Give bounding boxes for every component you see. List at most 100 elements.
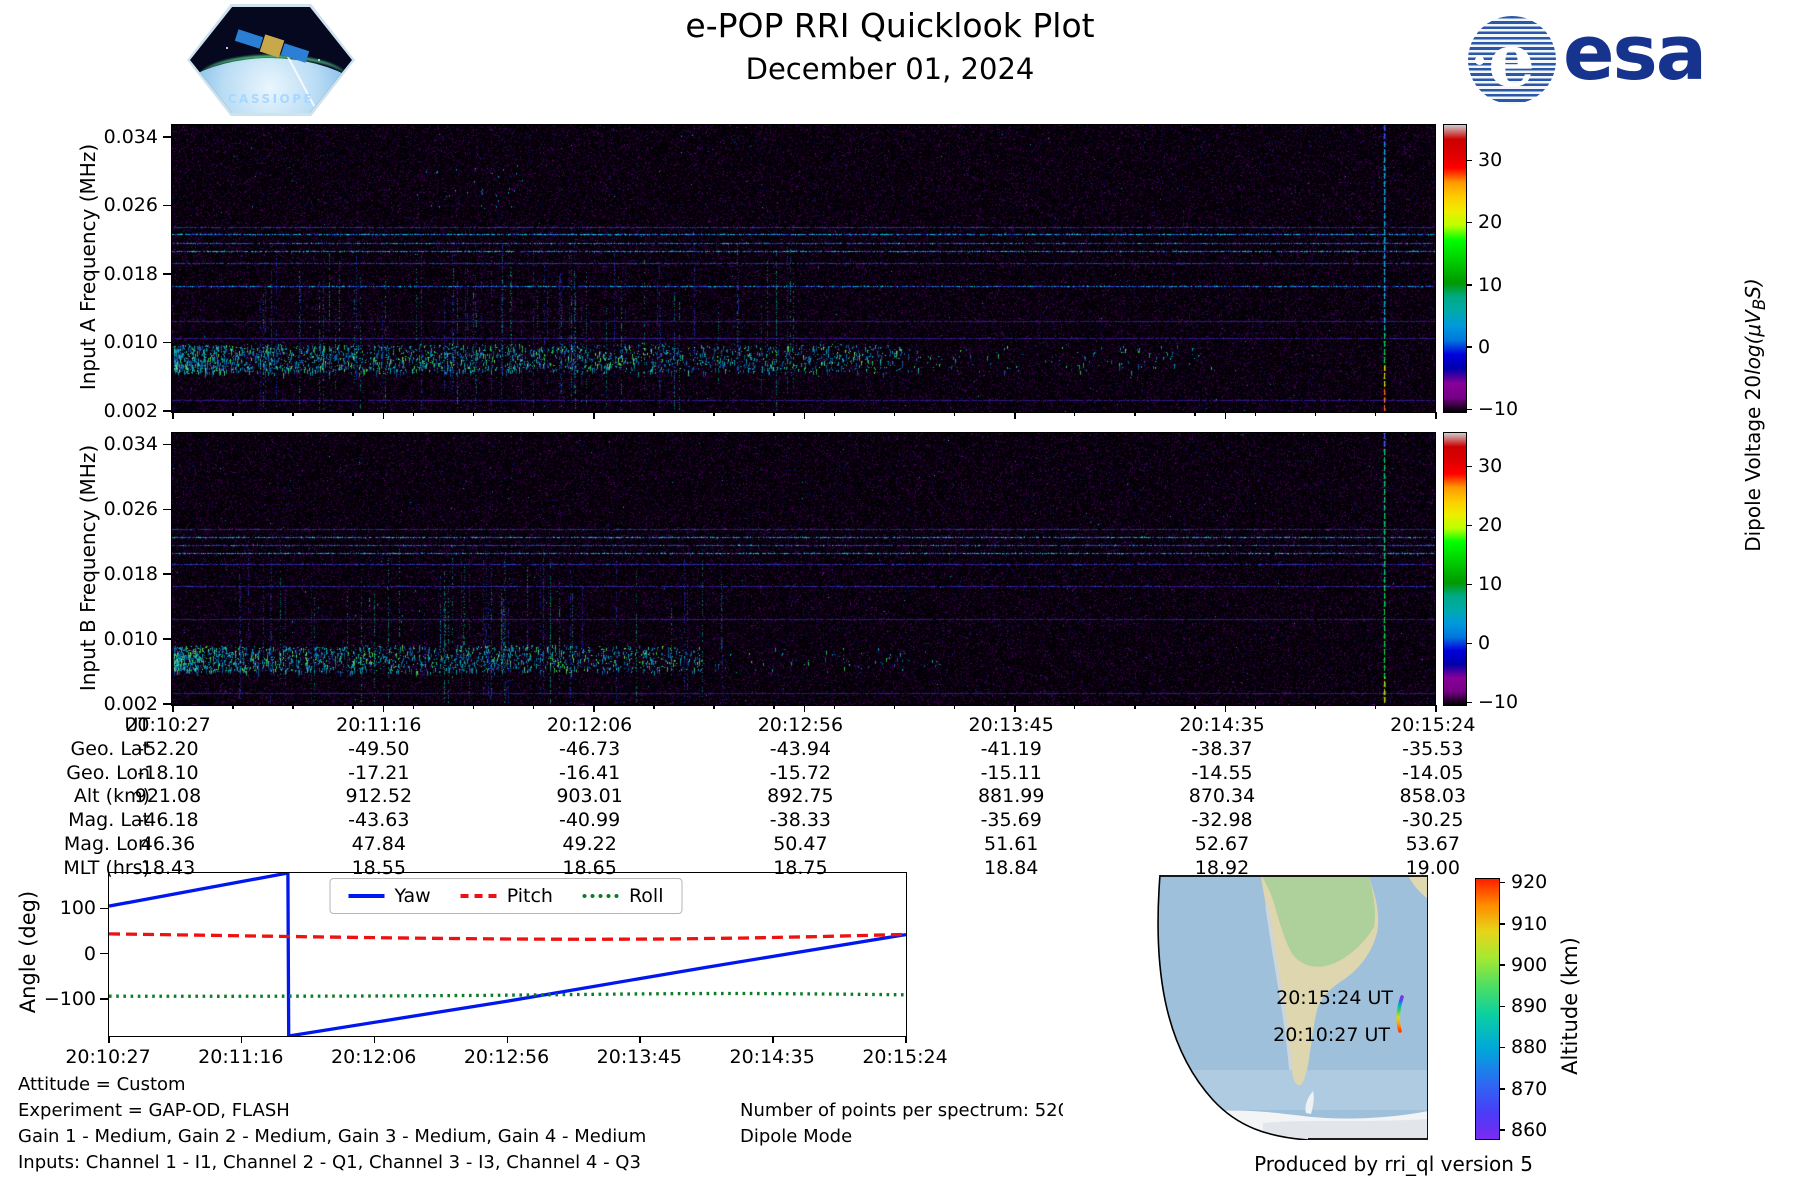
- produced-by-text: Produced by rri_ql version 5: [1254, 1152, 1533, 1176]
- cbar-b-tickmark: [1466, 583, 1472, 586]
- spec-a-xminortick: [953, 412, 956, 416]
- attitude-xtickmark: [373, 1036, 376, 1043]
- antarctic-peninsula: [1305, 1091, 1314, 1114]
- spec-a-xmajortick: [172, 412, 174, 419]
- cbar-b-ticklabel: 20: [1478, 514, 1503, 537]
- spec-b-yticklabel: 0.002: [103, 693, 158, 715]
- ephemeris-value: -14.55: [1191, 761, 1253, 784]
- annotation-gains: Gain 1 - Medium, Gain 2 - Medium, Gain 3…: [18, 1126, 647, 1147]
- cbar-a-ticklabel: 20: [1478, 211, 1503, 234]
- spec-b-xmajortick: [803, 705, 806, 712]
- ephemeris-value: -14.05: [1402, 761, 1464, 784]
- ephemeris-value: -16.41: [558, 761, 621, 784]
- satellite-ground-track: [1396, 995, 1404, 1033]
- cassiope-mission-logo: CASSIOPE: [187, 4, 355, 116]
- map-frame: [1160, 875, 1428, 1140]
- ephemeris-value: -30.25: [1402, 809, 1464, 832]
- spec-a-ytickmark: [163, 410, 171, 412]
- spec-a-xminortick: [1194, 412, 1196, 416]
- altitude-colorbar: [1475, 878, 1500, 1140]
- ephemeris-value: 870.34: [1188, 785, 1256, 808]
- altbar-tickmark: [1499, 1005, 1505, 1008]
- yaw-line-sample: [348, 894, 385, 898]
- spec-b-xminortick: [292, 705, 294, 709]
- spec-b-xmajortick: [1435, 705, 1437, 712]
- page-title: e-POP RRI Quicklook Plot: [685, 6, 1095, 45]
- attitude-plot-lines: [108, 871, 907, 1038]
- ephemeris-value: 20:15:24: [1390, 714, 1476, 736]
- spec-a-xminortick: [472, 412, 475, 416]
- cbar-a-ticklabel: −10: [1478, 398, 1519, 421]
- esa-e-glyph: e: [1488, 18, 1536, 104]
- spec-b-xminortick: [412, 705, 414, 709]
- ephemeris-value: 20:14:35: [1179, 714, 1265, 736]
- altbar-tickmark: [1499, 881, 1505, 884]
- attitude-xtickmark: [506, 1036, 509, 1043]
- ephemeris-value: 18.43: [140, 856, 196, 879]
- ephemeris-value: 903.01: [556, 785, 623, 808]
- ephemeris-value: -40.99: [558, 809, 621, 832]
- spec-a-xmajortick: [1435, 412, 1437, 419]
- legend-item-roll: Roll: [582, 885, 663, 907]
- altbar-ticklabel: 900: [1511, 953, 1548, 976]
- annotation-attitude: Attitude = Custom: [18, 1074, 186, 1095]
- altbar-tickmark: [1499, 1046, 1505, 1049]
- spec-b-xminortick: [352, 705, 354, 709]
- spectrogram-input-a: [171, 124, 1436, 413]
- ephemeris-value: 46.36: [140, 833, 196, 855]
- ephemeris-value: -46.18: [137, 809, 199, 832]
- spec-a-xmajortick: [382, 412, 385, 419]
- ephemeris-value: 18.92: [1194, 856, 1250, 879]
- cbar-b-ticklabel: −10: [1478, 691, 1519, 714]
- spec-b-xminortick: [833, 705, 835, 709]
- ephemeris-row-label: Mag. Lat: [68, 809, 150, 832]
- spec-a-xminortick: [352, 412, 354, 416]
- spec-a-xminortick: [1314, 412, 1317, 416]
- andes-range: [1265, 904, 1293, 1071]
- spec-a-yticklabel: 0.018: [103, 262, 158, 285]
- esa-wordmark: esa: [1563, 8, 1707, 97]
- page-subtitle: December 01, 2024: [745, 52, 1035, 86]
- projection-boundary: [1157, 875, 1309, 1140]
- ephemeris-row-label: Geo. Lat: [70, 737, 150, 760]
- track-end-time-label: 20:15:24 UT: [1276, 987, 1393, 1009]
- attitude-xtickmark: [772, 1036, 774, 1043]
- ephemeris-value: 18.55: [351, 856, 406, 879]
- ephemeris-value: -46.73: [558, 737, 621, 760]
- altbar-ticklabel: 890: [1511, 995, 1548, 1018]
- spec-b-xminortick: [472, 705, 475, 709]
- cbar-b-tickmark: [1466, 465, 1472, 468]
- cbar-b-ticklabel: 0: [1478, 632, 1491, 655]
- colorbar-label-tail: S): [1741, 278, 1765, 299]
- series-pitch: [108, 932, 907, 941]
- spec-b-xminortick: [1374, 705, 1377, 709]
- ephemeris-value: -35.53: [1402, 737, 1464, 760]
- cbar-a-ticklabel: 30: [1478, 149, 1503, 172]
- attitude-xticklabel: 20:10:27: [65, 1046, 151, 1068]
- ephemeris-value: -38.37: [1191, 737, 1253, 760]
- attitude-ytickmark: [100, 998, 108, 1000]
- spec-b-xminortick: [1314, 705, 1317, 709]
- spec-b-yticklabel: 0.010: [103, 628, 158, 651]
- ephemeris-value: 20:10:27: [125, 714, 211, 736]
- altbar-tickmark: [1499, 923, 1505, 925]
- attitude-xticklabel: 20:14:35: [729, 1046, 815, 1068]
- spec-a-xminortick: [713, 412, 715, 416]
- spec-a-xminortick: [833, 412, 835, 416]
- ephemeris-value: 18.65: [562, 856, 617, 879]
- ephemeris-value: 912.52: [345, 785, 413, 808]
- spec-a-yticklabel: 0.026: [103, 194, 158, 217]
- attitude-xticklabel: 20:12:56: [463, 1046, 550, 1068]
- spec-b-xminortick: [1074, 705, 1076, 709]
- attitude-xtickmark: [108, 1036, 110, 1043]
- attitude-xtickmark: [905, 1036, 907, 1043]
- ephemeris-row-label: UT: [124, 714, 150, 736]
- annotation-points: Number of points per spectrum: 5208: [740, 1100, 1081, 1121]
- ephemeris-row-label: Geo. Lon: [66, 761, 150, 784]
- spec-b-xminortick: [953, 705, 956, 709]
- attitude-yticklabel: −100: [43, 987, 96, 1010]
- annotation-mode: Dipole Mode: [740, 1126, 853, 1147]
- ephemeris-value: -32.98: [1191, 809, 1253, 832]
- annotation-inputs: Inputs: Channel 1 - I1, Channel 2 - Q1, …: [18, 1152, 641, 1173]
- altbar-tickmark: [1499, 1088, 1505, 1090]
